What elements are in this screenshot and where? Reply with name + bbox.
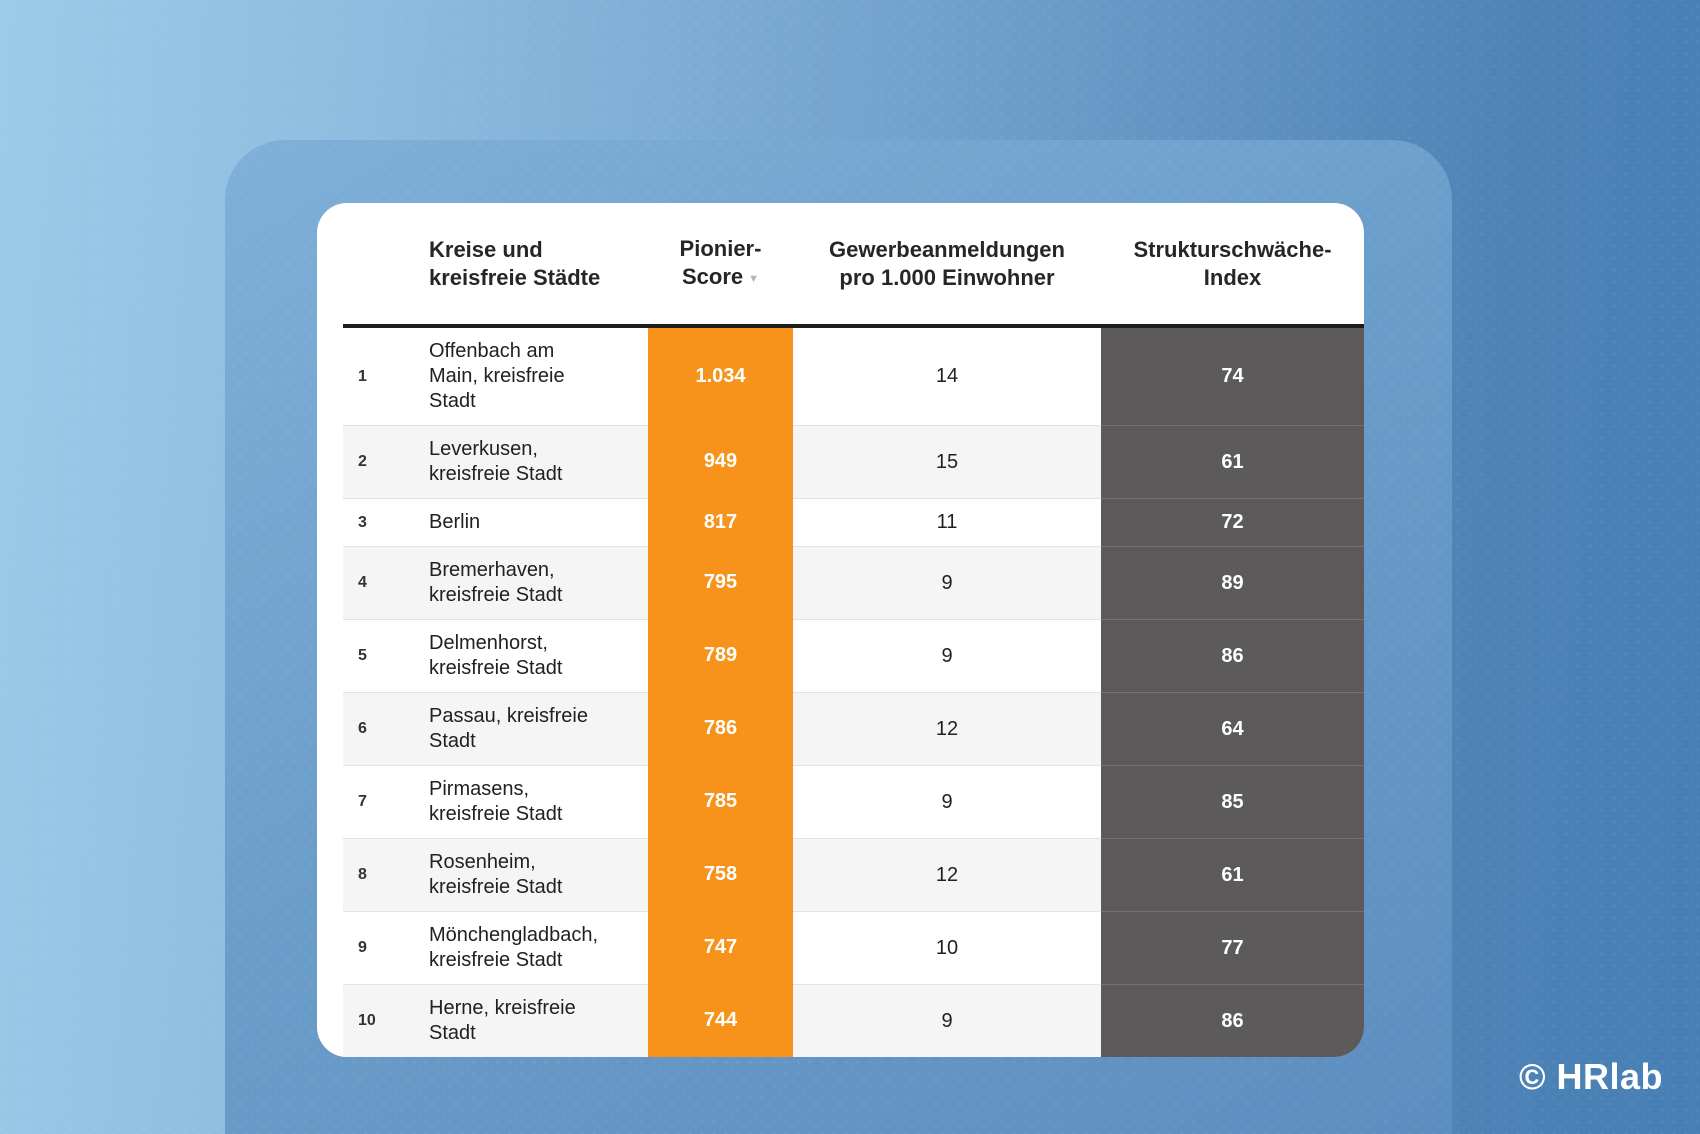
rank-cell: 8 xyxy=(343,838,429,911)
name-text: Bremerhaven, kreisfreie Stadt xyxy=(429,559,563,606)
col-header-pionier-score[interactable]: Pionier- Score ▼ xyxy=(648,235,793,293)
strukturschwaeche-cell: 89 xyxy=(1101,546,1364,619)
header-line: pro 1.000 Einwohner xyxy=(839,264,1055,290)
pionier-score-cell: 795 xyxy=(648,546,793,619)
name-text: Berlin xyxy=(429,511,481,533)
ranking-table-card: Kreise und kreisfreie Städte Pionier- Sc… xyxy=(317,203,1364,1057)
table-row: 7 Pirmasens, kreisfreie Stadt 785 9 85 xyxy=(343,765,1364,838)
table-row: 3 Berlin 817 11 72 xyxy=(343,498,1364,546)
name-text: Passau, kreisfreie Stadt xyxy=(429,705,588,752)
pionier-score-cell: 744 xyxy=(648,984,793,1057)
table-row: 9 Mönchengladbach, kreisfreie Stadt 747 1… xyxy=(343,911,1364,984)
name-text: Offenbach am Main, kreisfreie Stadt xyxy=(429,340,565,412)
strukturschwaeche-cell: 61 xyxy=(1101,838,1364,911)
pionier-score-cell: 949 xyxy=(648,425,793,498)
rank-cell: 4 xyxy=(343,546,429,619)
rank-cell: 9 xyxy=(343,911,429,984)
header-divider xyxy=(343,324,1364,328)
pionier-score-cell: 1.034 xyxy=(648,328,793,425)
table-row: 2 Leverkusen, kreisfreie Stadt 949 15 61 xyxy=(343,425,1364,498)
strukturschwaeche-cell: 86 xyxy=(1101,619,1364,692)
gewerbe-cell: 9 xyxy=(793,984,1101,1057)
name-cell: Pirmasens, kreisfreie Stadt xyxy=(429,765,648,838)
table-header-row: Kreise und kreisfreie Städte Pionier- Sc… xyxy=(343,203,1364,324)
strukturschwaeche-cell: 77 xyxy=(1101,911,1364,984)
header-score-text: Score xyxy=(681,263,744,289)
name-cell: Bremerhaven, kreisfreie Stadt xyxy=(429,546,648,619)
rank-cell: 2 xyxy=(343,425,429,498)
header-line: Pionier- xyxy=(679,235,762,261)
name-cell: Offenbach am Main, kreisfreie Stadt xyxy=(429,328,648,425)
strukturschwaeche-cell: 72 xyxy=(1101,498,1364,546)
header-line: Strukturschwäche- xyxy=(1133,236,1332,262)
name-cell: Leverkusen, kreisfreie Stadt xyxy=(429,425,648,498)
gewerbe-cell: 11 xyxy=(793,498,1101,546)
header-line: Index xyxy=(1203,264,1262,290)
copyright-label: © HRlab xyxy=(1518,1056,1663,1097)
name-text: Herne, kreisfreie Stadt xyxy=(429,997,576,1044)
sort-descending-icon[interactable]: ▼ xyxy=(748,272,760,285)
col-header-strukturschwaeche: Strukturschwäche- Index xyxy=(1101,236,1364,292)
name-cell: Rosenheim, kreisfreie Stadt xyxy=(429,838,648,911)
pionier-score-cell: 786 xyxy=(648,692,793,765)
rank-cell: 3 xyxy=(343,498,429,546)
table-row: 6 Passau, kreisfreie Stadt 786 12 64 xyxy=(343,692,1364,765)
pionier-score-cell: 747 xyxy=(648,911,793,984)
name-cell: Berlin xyxy=(429,498,648,546)
rank-cell: 5 xyxy=(343,619,429,692)
header-line: Score ▼ xyxy=(648,263,793,293)
header-line: Kreise und xyxy=(429,236,543,262)
name-text: Mönchengladbach, kreisfreie Stadt xyxy=(429,924,599,971)
gewerbe-cell: 9 xyxy=(793,765,1101,838)
name-text: Rosenheim, kreisfreie Stadt xyxy=(429,851,563,898)
name-text: Leverkusen, kreisfreie Stadt xyxy=(429,438,563,485)
table-row: 1 Offenbach am Main, kreisfreie Stadt 1.03… xyxy=(343,328,1364,425)
pionier-score-cell: 785 xyxy=(648,765,793,838)
name-cell: Passau, kreisfreie Stadt xyxy=(429,692,648,765)
rank-cell: 1 xyxy=(358,367,367,385)
header-line: Gewerbeanmeldungen xyxy=(829,236,1065,262)
pionier-score-cell: 758 xyxy=(648,838,793,911)
strukturschwaeche-cell: 61 xyxy=(1101,425,1364,498)
name-cell: Delmenhorst, kreisfreie Stadt xyxy=(429,619,648,692)
gewerbe-cell: 12 xyxy=(793,692,1101,765)
rank-cell: 10 xyxy=(343,984,429,1057)
col-header-gewerbeanmeldungen: Gewerbeanmeldungen pro 1.000 Einwohner xyxy=(793,236,1101,292)
strukturschwaeche-cell: 86 xyxy=(1101,984,1364,1057)
table-row: 4 Bremerhaven, kreisfreie Stadt 795 9 89 xyxy=(343,546,1364,619)
strukturschwaeche-cell: 64 xyxy=(1101,692,1364,765)
col-header-kreise: Kreise und kreisfreie Städte xyxy=(429,236,648,292)
pionier-score-cell: 789 xyxy=(648,619,793,692)
pionier-score-cell: 817 xyxy=(648,498,793,546)
table-body: 1 Offenbach am Main, kreisfreie Stadt 1.03… xyxy=(317,328,1364,1057)
name-text: Pirmasens, kreisfreie Stadt xyxy=(429,778,563,825)
rank-cell: 7 xyxy=(343,765,429,838)
gewerbe-cell: 10 xyxy=(793,911,1101,984)
strukturschwaeche-cell: 85 xyxy=(1101,765,1364,838)
header-line: kreisfreie Städte xyxy=(429,264,601,290)
table-row: 5 Delmenhorst, kreisfreie Stadt 789 9 86 xyxy=(343,619,1364,692)
name-cell: Mönchengladbach, kreisfreie Stadt xyxy=(429,911,648,984)
strukturschwaeche-cell: 74 xyxy=(1101,328,1364,425)
gewerbe-cell: 14 xyxy=(935,365,959,387)
rank-cell: 6 xyxy=(343,692,429,765)
table-row: 8 Rosenheim, kreisfreie Stadt 758 12 61 xyxy=(343,838,1364,911)
gewerbe-cell: 9 xyxy=(793,619,1101,692)
gewerbe-cell: 12 xyxy=(793,838,1101,911)
name-text: Delmenhorst, kreisfreie Stadt xyxy=(429,632,563,679)
gewerbe-cell: 9 xyxy=(793,546,1101,619)
name-cell: Herne, kreisfreie Stadt xyxy=(429,984,648,1057)
gewerbe-cell: 15 xyxy=(793,425,1101,498)
table-row: 10 Herne, kreisfreie Stadt 744 9 86 xyxy=(343,984,1364,1057)
